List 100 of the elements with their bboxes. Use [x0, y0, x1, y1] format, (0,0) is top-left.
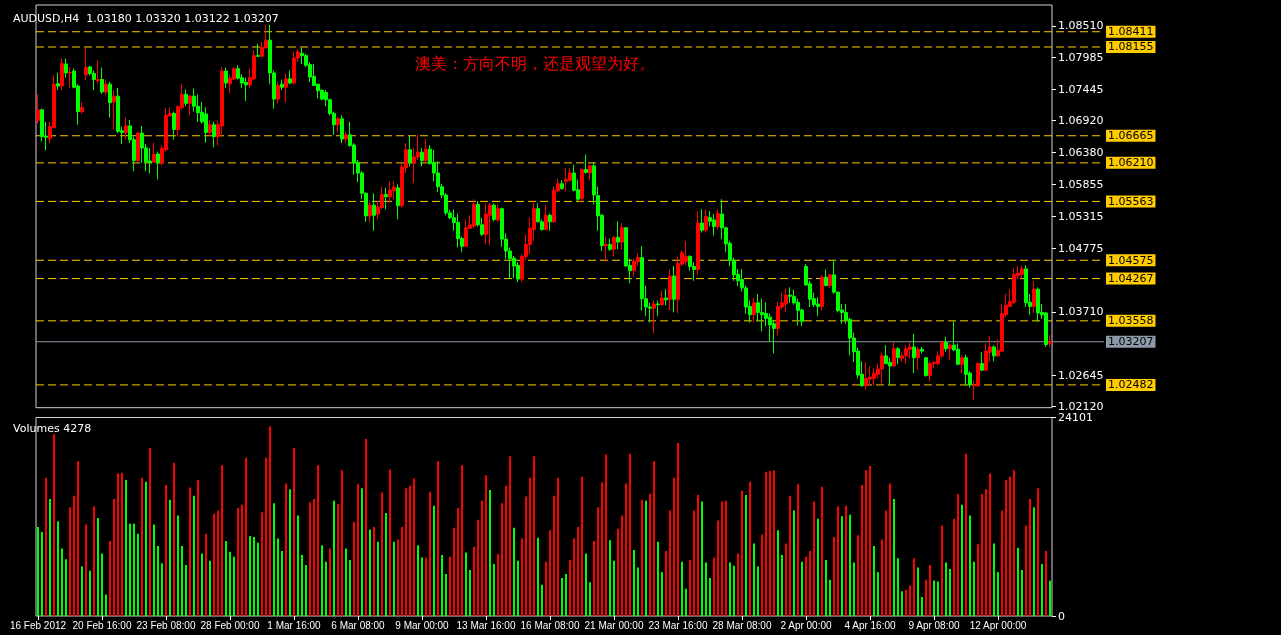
y-tick-label: 1.07985	[1058, 50, 1104, 64]
candlestick	[368, 200, 372, 223]
bar	[369, 529, 371, 616]
bar	[797, 484, 799, 616]
bar	[877, 572, 879, 616]
bar	[97, 517, 99, 616]
x-tick-label: 20 Feb 16:00	[72, 619, 132, 631]
bar	[925, 579, 927, 616]
bar	[281, 550, 283, 616]
candlestick	[916, 346, 920, 371]
candlestick	[892, 341, 896, 368]
candlestick	[948, 342, 952, 360]
bar	[49, 499, 51, 616]
bar	[169, 499, 171, 616]
bar	[805, 556, 807, 616]
bar	[953, 518, 955, 616]
candlestick	[284, 73, 288, 104]
bar	[1041, 564, 1043, 616]
bar	[429, 491, 431, 616]
bar	[549, 530, 551, 616]
bar	[149, 447, 151, 616]
bar	[829, 579, 831, 616]
bar	[349, 559, 351, 616]
bar	[257, 542, 259, 616]
candlestick	[464, 218, 468, 248]
bar	[289, 489, 291, 616]
bar	[849, 514, 851, 616]
bar	[1013, 470, 1015, 616]
bar	[417, 545, 419, 616]
bar	[229, 551, 231, 616]
bar	[825, 559, 827, 616]
candlestick	[664, 288, 668, 306]
bar	[137, 533, 139, 616]
candlestick	[80, 101, 84, 115]
candlestick	[588, 164, 592, 181]
candlestick	[84, 47, 88, 81]
candlestick	[920, 346, 924, 354]
candlestick	[924, 356, 928, 378]
bar	[457, 508, 459, 616]
candlestick	[172, 111, 176, 141]
bar	[1021, 569, 1023, 616]
bar	[593, 541, 595, 616]
bar	[733, 565, 735, 616]
bar	[345, 548, 347, 616]
bar	[81, 566, 83, 616]
bar	[917, 567, 919, 616]
candlestick	[492, 202, 496, 222]
candlestick	[868, 366, 872, 386]
bar	[117, 473, 119, 616]
bar	[881, 539, 883, 616]
bar	[801, 561, 803, 616]
bar	[69, 507, 71, 616]
x-tick-label: 9 Mar 00:00	[395, 619, 450, 631]
x-tick-label: 9 Apr 08:00	[908, 619, 961, 631]
bar	[781, 555, 783, 616]
ref-line-label: 1.04575	[1108, 253, 1154, 267]
bar	[1049, 580, 1051, 616]
y-tick-label: 1.02645	[1058, 368, 1104, 382]
bar	[749, 481, 751, 616]
bar	[201, 553, 203, 616]
ref-line-label: 1.04267	[1108, 272, 1154, 286]
bar	[1005, 480, 1007, 616]
bar	[817, 518, 819, 616]
bar	[217, 510, 219, 616]
bar	[105, 594, 107, 616]
candlestick	[752, 296, 756, 324]
bar	[389, 469, 391, 616]
bar	[741, 490, 743, 616]
candlestick	[112, 89, 116, 130]
bar	[157, 545, 159, 616]
candlestick	[104, 78, 108, 96]
bar	[181, 545, 183, 616]
bar	[761, 534, 763, 616]
bar	[773, 470, 775, 616]
bar	[57, 521, 59, 616]
bar	[717, 520, 719, 616]
bar	[445, 574, 447, 616]
bar	[133, 523, 135, 616]
x-tick-label: 6 Mar 08:00	[331, 619, 386, 631]
bar	[837, 506, 839, 616]
ref-line-label: 1.08155	[1108, 40, 1154, 54]
bar	[1037, 488, 1039, 616]
bar	[865, 470, 867, 616]
y-tick-label: 0	[1058, 609, 1065, 623]
bar	[261, 512, 263, 616]
x-tick-label: 13 Mar 16:00	[456, 619, 516, 631]
bar	[541, 584, 543, 616]
bar	[833, 536, 835, 616]
candlestick	[244, 77, 248, 102]
bar	[437, 461, 439, 616]
candlestick	[620, 222, 624, 250]
candlestick	[608, 238, 612, 252]
candlestick	[712, 213, 716, 237]
bar	[213, 513, 215, 616]
bar	[745, 494, 747, 616]
bar	[385, 513, 387, 616]
x-tick-label: 23 Feb 08:00	[136, 619, 196, 631]
candlestick	[372, 192, 376, 232]
bar	[861, 485, 863, 616]
candlestick	[276, 81, 280, 104]
